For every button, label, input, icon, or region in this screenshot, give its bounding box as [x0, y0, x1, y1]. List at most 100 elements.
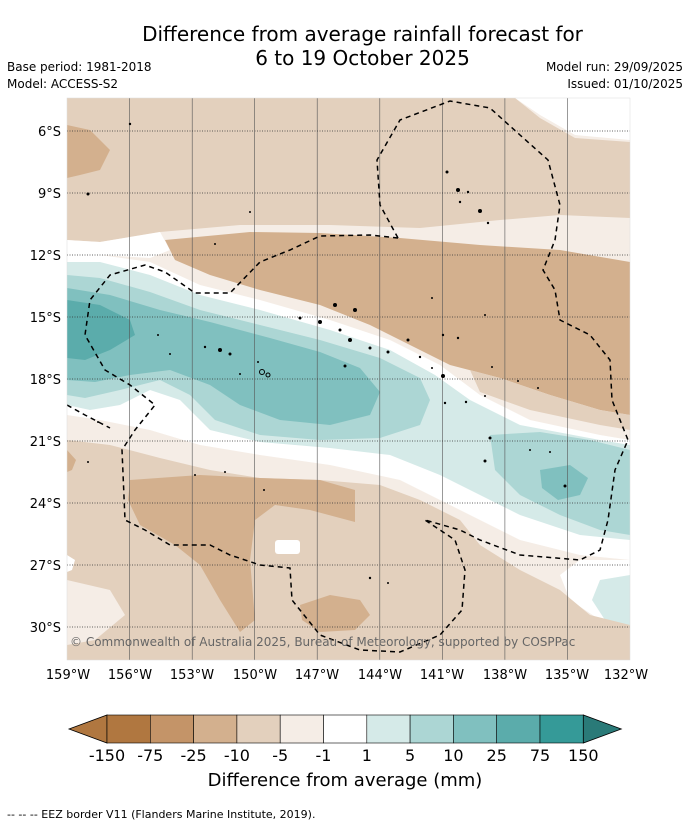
island [298, 316, 302, 320]
colorbar-title: Difference from average (mm) [207, 770, 483, 791]
colorbar-swatch [150, 714, 194, 744]
lon-label: 159°W [46, 668, 90, 683]
colorbar-label: 150 [568, 746, 599, 765]
island [386, 350, 390, 354]
island [224, 471, 226, 473]
fill-brown-nw [67, 125, 110, 178]
island [239, 373, 241, 375]
lat-label: 21°S [30, 435, 61, 450]
island [484, 314, 486, 316]
meta-left: Base period: 1981-2018 Model: ACCESS-S2 [7, 59, 152, 93]
fill-white-patch [275, 540, 300, 554]
island [488, 436, 492, 440]
fill-white-band [67, 232, 170, 258]
island [218, 348, 222, 352]
island [464, 400, 468, 404]
lat-label: 30°S [30, 621, 61, 636]
colorbar-label: -5 [272, 746, 288, 765]
meta-right: Model run: 29/09/2025 Issued: 01/10/2025 [546, 59, 683, 93]
island [128, 122, 132, 126]
island [249, 211, 251, 213]
island [491, 366, 493, 368]
island [456, 336, 460, 340]
island [87, 461, 89, 463]
fill-verylight-sw [67, 580, 125, 645]
island [441, 374, 445, 378]
fill-lightbrown-north [67, 98, 630, 242]
island [368, 576, 372, 580]
island [97, 421, 99, 423]
island [265, 372, 271, 378]
eez-legend: -- -- -- EEZ border V11 (Flanders Marine… [7, 808, 316, 821]
colorbar-label: -25 [181, 746, 207, 765]
lon-label: 141°W [420, 668, 464, 683]
title-line-2: 6 to 19 October 2025 [255, 46, 470, 70]
eez-line-west [67, 404, 111, 429]
colorbar-swatch [539, 714, 584, 744]
lat-label: 6°S [38, 125, 61, 140]
fill-brown-central [165, 232, 630, 415]
fill-teal-3 [67, 288, 380, 425]
colorbar: -150 -75 -25 -10 -5 -1 1 5 10 25 75 150 [67, 714, 623, 765]
fill-white-ne [515, 98, 630, 140]
lat-labels: 6°S 9°S 12°S 15°S 18°S 21°S 24°S 27°S 30… [30, 125, 61, 636]
fill-brown-south [128, 475, 355, 632]
colorbar-label: -75 [137, 746, 163, 765]
fill-lightbrown-east [470, 370, 630, 430]
lon-label: 156°W [108, 668, 152, 683]
island [517, 380, 519, 382]
colorbar-extend-high [582, 714, 623, 744]
islands [86, 122, 567, 584]
map-title: Difference from average rainfall forecas… [0, 22, 690, 70]
lon-label: 147°W [295, 668, 339, 683]
lon-label: 135°W [545, 668, 589, 683]
island [333, 303, 337, 307]
island [441, 333, 445, 337]
island [343, 364, 347, 368]
model-run: Model run: 29/09/2025 [545, 60, 683, 74]
island [445, 170, 449, 174]
island [431, 297, 433, 299]
eez-line-east [376, 100, 629, 561]
colorbar-label: -150 [89, 746, 125, 765]
island [228, 352, 232, 356]
island [259, 369, 265, 375]
island [443, 401, 447, 405]
colorbar-label: 1 [362, 746, 372, 765]
island [483, 459, 487, 463]
map-frame [66, 97, 631, 661]
island [529, 449, 531, 451]
colorbar-label: -1 [316, 746, 332, 765]
base-period: Base period: 1981-2018 [7, 60, 152, 74]
island [157, 334, 159, 336]
fill-white-w [67, 555, 75, 572]
island [456, 188, 460, 192]
lon-label: 132°W [604, 668, 648, 683]
island [406, 338, 410, 342]
eez-borders [67, 100, 629, 653]
lat-label: 9°S [38, 187, 61, 202]
colorbar-swatch [496, 714, 541, 744]
colorbar-swatch [409, 714, 454, 744]
island [169, 353, 171, 355]
island [86, 192, 90, 196]
map-fills [67, 98, 630, 660]
island [214, 243, 216, 245]
island [263, 489, 265, 491]
colorbar-swatch [323, 714, 368, 744]
lon-label: 150°W [233, 668, 277, 683]
island [387, 582, 389, 584]
colorbar-label: 75 [530, 746, 550, 765]
lon-labels: 159°W 156°W 153°W 150°W 147°W 144°W 141°… [46, 668, 648, 683]
island [418, 355, 422, 359]
colorbar-label: -10 [224, 746, 250, 765]
island [484, 395, 486, 397]
island [537, 387, 539, 389]
island [318, 320, 322, 324]
island [563, 484, 567, 488]
issued-date: Issued: 01/10/2025 [567, 77, 683, 91]
island [203, 345, 207, 349]
colorbar-swatch [106, 714, 151, 744]
island [368, 346, 372, 350]
